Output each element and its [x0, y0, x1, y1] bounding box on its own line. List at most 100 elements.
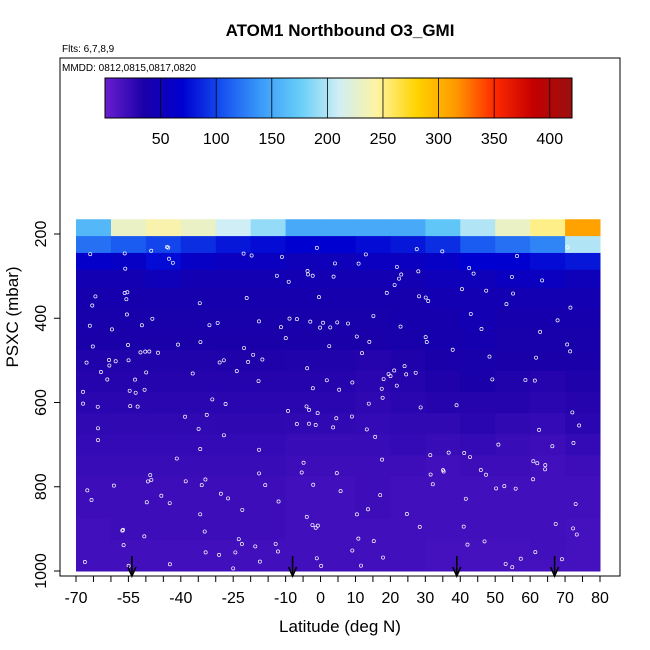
- sample-point: [334, 471, 339, 476]
- heatmap-cell: [250, 497, 287, 519]
- sample-point: [560, 557, 564, 562]
- heatmap-cell: [250, 518, 287, 540]
- heatmap-cell: [495, 328, 531, 351]
- heatmap-cell: [390, 539, 426, 560]
- heatmap-cell: [110, 413, 147, 435]
- heatmap-cell: [285, 559, 322, 572]
- sample-point: [482, 539, 487, 544]
- x-tick-label: 0: [316, 590, 325, 607]
- sample-point: [388, 374, 393, 379]
- heatmap-cell: [390, 518, 426, 540]
- sample-point: [202, 529, 207, 534]
- heatmap-cell: [530, 370, 566, 393]
- heatmap-cell: [530, 518, 566, 540]
- heatmap-cell: [320, 236, 356, 254]
- heatmap-cell: [320, 391, 356, 414]
- sample-point: [196, 426, 201, 431]
- heatmap-cell: [180, 518, 217, 540]
- sample-point: [573, 502, 578, 506]
- heatmap-cell: [145, 252, 182, 271]
- sample-point: [338, 489, 343, 494]
- sample-point: [276, 549, 280, 554]
- sample-point: [462, 451, 467, 455]
- heatmap-cell: [110, 497, 147, 519]
- sample-point: [577, 423, 582, 428]
- sample-point: [350, 548, 355, 553]
- heatmap-cell: [320, 328, 356, 351]
- heatmap-cell: [215, 252, 252, 271]
- heatmap-cell: [390, 370, 426, 393]
- flight-marker-arrow: [287, 556, 298, 578]
- sample-point: [418, 405, 423, 410]
- sample-point: [417, 294, 421, 299]
- sample-point: [167, 562, 172, 567]
- heatmap-cell: [110, 455, 147, 477]
- heatmap-cell: [76, 476, 112, 498]
- heatmap-cell: [110, 328, 147, 351]
- heatmap-cell: [495, 391, 531, 414]
- sample-point: [170, 260, 175, 265]
- heatmap-cell: [76, 252, 112, 271]
- heatmap-cell: [110, 559, 147, 572]
- heatmap-cell: [320, 307, 356, 330]
- heatmap-cell: [76, 328, 112, 351]
- heatmap-cell: [460, 328, 496, 351]
- heatmap-cell: [145, 219, 182, 237]
- sample-point: [513, 486, 518, 491]
- heatmap-cell: [390, 236, 426, 254]
- sample-point: [394, 264, 399, 269]
- sample-point: [124, 297, 129, 302]
- y-tick-label: 400: [33, 305, 50, 332]
- heatmap-cell: [250, 391, 287, 414]
- heatmap-cell: [145, 497, 182, 519]
- heatmap-cell: [460, 434, 496, 456]
- heatmap-cell: [495, 539, 531, 560]
- heatmap-cell: [565, 539, 601, 560]
- heatmap-cell: [355, 455, 391, 477]
- heatmap-cell: [76, 349, 112, 372]
- heatmap-cell: [76, 219, 112, 237]
- heatmap-cell: [250, 455, 287, 477]
- x-tick-label: -70: [64, 590, 87, 607]
- heatmap-cell: [285, 328, 322, 351]
- dates-label: MMDD: 0812,0815,0817,0820: [62, 63, 196, 74]
- heatmap-cell: [180, 370, 217, 393]
- heatmap-cell: [320, 219, 356, 237]
- sample-point: [81, 401, 86, 406]
- heatmap-cell: [76, 269, 112, 289]
- sample-point: [287, 316, 292, 321]
- sample-point: [509, 274, 514, 279]
- heatmap-cell: [495, 455, 531, 477]
- heatmap-cell: [530, 269, 566, 289]
- heatmap-cell: [355, 559, 391, 572]
- sample-point: [273, 541, 278, 546]
- heatmap-cell: [215, 370, 252, 393]
- heatmap-cell: [425, 559, 461, 572]
- sample-point: [394, 383, 399, 388]
- heatmap-cell: [355, 236, 391, 254]
- colorbar-tick-label: 250: [370, 131, 397, 148]
- sample-point: [124, 312, 129, 317]
- sample-point: [553, 521, 558, 526]
- sample-point: [133, 377, 137, 382]
- sample-point: [381, 377, 386, 381]
- heatmap-cell: [145, 307, 182, 330]
- sample-point: [203, 477, 208, 482]
- sample-point: [354, 512, 359, 517]
- sample-point: [215, 320, 220, 325]
- sample-point: [404, 372, 409, 377]
- sample-point: [257, 447, 261, 452]
- sample-point: [366, 401, 371, 406]
- x-tick-label: -40: [169, 590, 192, 607]
- sample-point: [308, 319, 313, 324]
- sample-point: [198, 512, 203, 517]
- sample-point: [535, 461, 540, 466]
- heatmap-cell: [285, 413, 322, 435]
- heatmap-cell: [76, 307, 112, 330]
- sample-point: [307, 407, 311, 412]
- sample-point: [251, 352, 256, 357]
- sample-point: [246, 359, 251, 364]
- heatmap-cell: [390, 328, 426, 351]
- heatmap-cell: [110, 252, 147, 271]
- sample-point: [294, 422, 299, 426]
